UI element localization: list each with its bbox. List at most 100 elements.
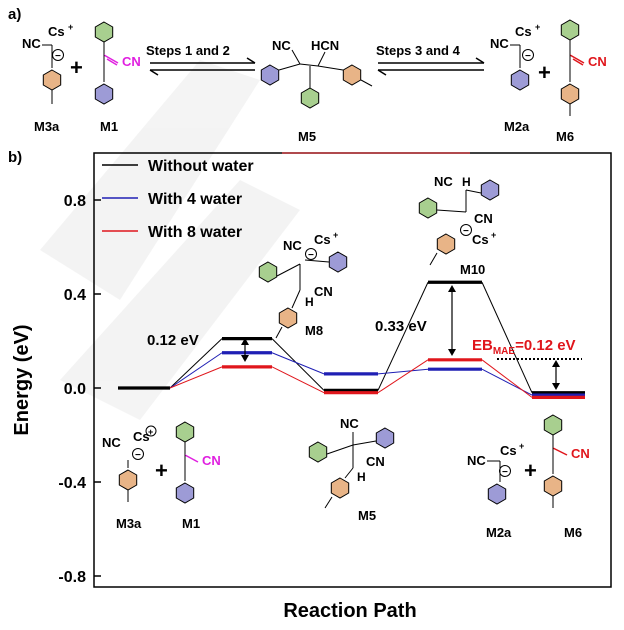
panel-a-label: a)	[8, 6, 21, 23]
m3a-anion: −	[55, 51, 61, 62]
anion-charge-icon	[460, 224, 472, 236]
legend-label: With 8 water	[148, 224, 242, 241]
m1-b-cn-label: CN	[202, 453, 221, 468]
energy-connector	[169, 366, 223, 389]
benzyl-ring-icon	[260, 64, 280, 86]
m2a-b-cs-plus: +	[519, 441, 524, 451]
m2a-cs-plus: +	[535, 22, 540, 32]
plus-sign: +	[155, 458, 168, 483]
m6-cn-label: CN	[588, 54, 607, 69]
panel-a: a) NC − Cs + M3a + CN M1 Ste	[8, 6, 607, 144]
equilibrium-arrow-2: Steps 3 and 4	[376, 43, 485, 76]
species-m6-bottom: CN M6	[543, 414, 590, 540]
species-m5: NC HCN M5	[260, 38, 373, 144]
m2a-name: M2a	[504, 119, 530, 134]
plus-sign: +	[538, 60, 551, 85]
phenyl-ring-icon	[258, 261, 278, 283]
y-axis-ticks: 0.8 0.4 0.0 -0.4 -0.8	[58, 193, 101, 586]
energy-connector	[481, 282, 533, 393]
tolyl-ring-icon	[330, 477, 350, 499]
energy-connector	[271, 366, 325, 394]
m5-nc-label: NC	[272, 38, 291, 53]
anion-charge-icon	[522, 49, 534, 61]
legend-label: With 4 water	[148, 191, 242, 208]
benzyl-ring-icon	[328, 251, 348, 273]
m10-anion: −	[463, 226, 469, 237]
eb-mae-label: EBMAE=0.12 eV	[472, 337, 576, 357]
m2a-nc-label: NC	[490, 36, 509, 51]
y-tick-label: 0.4	[64, 287, 86, 304]
energy-series	[118, 280, 585, 399]
m10-h-label: H	[462, 175, 471, 189]
phenyl-ring-icon	[418, 197, 438, 219]
panel-b: b) Energy (eV) Reaction Path 0.8 0.4 0.0 -0…	[8, 149, 612, 622]
m6-name: M6	[556, 129, 574, 144]
y-tick-label: 0.8	[64, 193, 86, 210]
species-m2a: NC Cs + − M2a	[490, 22, 540, 134]
energy-connector	[169, 352, 223, 389]
m10-cs-label: Cs	[472, 232, 489, 247]
energy-connector	[271, 352, 325, 375]
legend: Without water With 4 water With 8 water	[102, 152, 470, 241]
energy-connector	[481, 359, 533, 398]
steps-1-2-label: Steps 1 and 2	[146, 43, 230, 58]
m5-b-name: M5	[358, 508, 376, 523]
anion-charge-icon	[305, 248, 317, 260]
benzyl-ring-icon	[480, 179, 500, 201]
species-m3a-bottom: NC Cs + − M3a	[102, 425, 157, 531]
y-tick-label: -0.8	[58, 569, 86, 586]
m10-cn-label: CN	[474, 211, 493, 226]
m8-cs-label: Cs	[314, 232, 331, 247]
anion-charge-icon	[132, 448, 144, 460]
legend-label: Without water	[148, 158, 254, 175]
annotation-eb-mae: EBMAE=0.12 eV	[472, 337, 582, 390]
m2a-b-nc-label: NC	[467, 453, 486, 468]
benzyl-ring-icon	[487, 483, 507, 505]
species-m5-bottom: NC CN H M5	[308, 416, 395, 523]
m6-b-cn-label: CN	[571, 446, 590, 461]
phenyl-ring-icon	[560, 19, 580, 41]
m1-cn-label: CN	[122, 54, 141, 69]
m10-cs-plus: +	[491, 230, 496, 240]
phenyl-ring-icon	[300, 87, 320, 109]
delta-energy-1: 0.12 eV	[147, 332, 199, 349]
tolyl-ring-icon	[118, 469, 138, 491]
species-m10: NC H CN − Cs + M10	[418, 174, 500, 277]
m3a-name: M3a	[34, 119, 60, 134]
x-axis-label: Reaction Path	[283, 600, 416, 622]
species-m1-bottom: CN M1	[175, 421, 221, 531]
tolyl-ring-icon	[560, 83, 580, 105]
series-group	[169, 358, 585, 399]
m3a-b-cs-plus: +	[148, 427, 153, 437]
m3a-cs-plus: +	[68, 22, 73, 32]
phenyl-ring-icon	[175, 421, 195, 443]
species-m2a-bottom: NC Cs + − M2a	[467, 441, 524, 540]
m2a-b-cs-label: Cs	[500, 443, 517, 458]
phenyl-ring-icon	[94, 21, 114, 43]
m8-cs-plus: +	[333, 230, 338, 240]
benzyl-ring-icon	[510, 69, 530, 91]
m3a-b-anion: −	[135, 450, 141, 461]
m10-nc-label: NC	[434, 174, 453, 189]
species-m8: NC − Cs + CN H M8	[258, 230, 348, 339]
m8-nc-label: NC	[283, 238, 302, 253]
y-axis-label: Energy (eV)	[11, 324, 33, 435]
steps-3-4-label: Steps 3 and 4	[376, 43, 461, 58]
energy-connector	[271, 338, 325, 391]
energy-connector	[169, 338, 223, 389]
y-tick-label: 0.0	[64, 381, 86, 398]
m8-h-label: H	[305, 295, 314, 309]
watermark-shape	[40, 60, 300, 420]
m3a-b-name: M3a	[116, 516, 142, 531]
tolyl-ring-icon	[436, 233, 456, 255]
equilibrium-arrow-1: Steps 1 and 2	[146, 43, 256, 76]
m3a-b-cs-label: Cs	[133, 429, 150, 444]
m6-b-name: M6	[564, 525, 582, 540]
m5-hcn-label: HCN	[311, 38, 339, 53]
energy-connector	[377, 368, 429, 375]
energy-connector	[377, 282, 429, 391]
panel-b-label: b)	[8, 149, 22, 166]
m1-b-name: M1	[182, 516, 200, 531]
m3a-nc-label: NC	[22, 36, 41, 51]
